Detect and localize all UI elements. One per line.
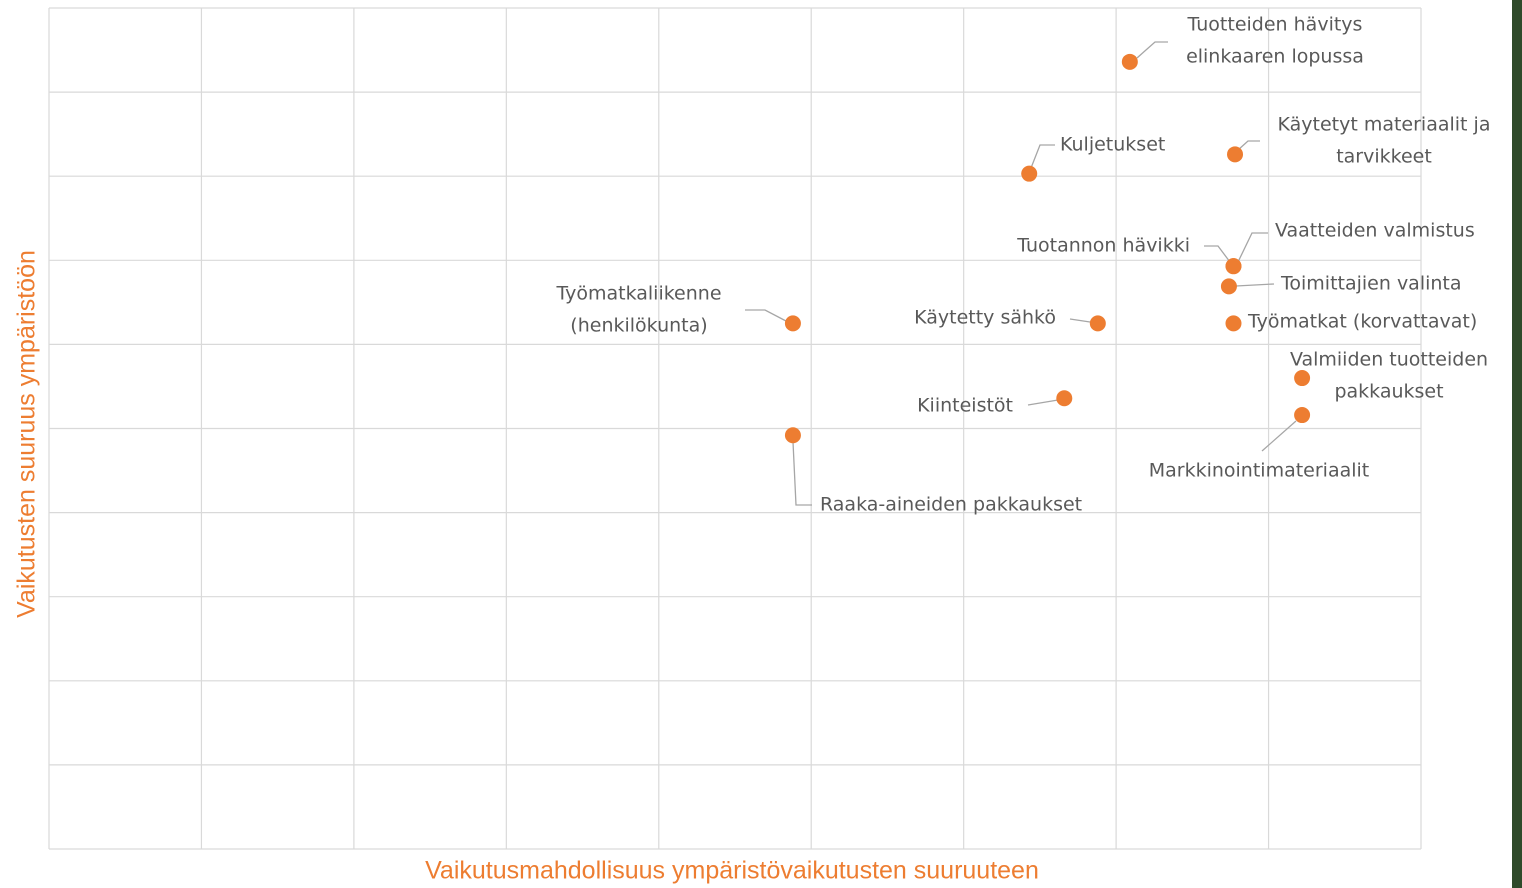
- leader-line: [792, 441, 812, 506]
- point: [1225, 315, 1242, 332]
- point-label: Käytetty sähkö: [914, 307, 1056, 329]
- point-label: Valmiiden tuotteiden: [1290, 349, 1488, 371]
- point-label: Työmatkaliikenne: [555, 283, 721, 305]
- point: [1294, 370, 1311, 387]
- point-label: Toimittajien valinta: [1280, 273, 1462, 295]
- leader-line: [1261, 420, 1297, 452]
- point: [1089, 315, 1106, 332]
- point: [1056, 390, 1073, 407]
- leader-line: [1027, 399, 1059, 406]
- leader-line: [1237, 140, 1260, 151]
- point-label: Käytetyt materiaalit ja: [1278, 114, 1491, 136]
- point-label: Vaatteiden valmistus: [1275, 220, 1475, 242]
- point: [1021, 165, 1038, 182]
- background-strip: [1512, 0, 1522, 888]
- point-label: Tuotannon hävikki: [1016, 235, 1190, 257]
- point: [1225, 258, 1242, 275]
- point: [784, 427, 801, 444]
- point: [1227, 146, 1244, 163]
- point-label: Työmatkat (korvattavat): [1247, 311, 1477, 333]
- point-label: elinkaaren lopussa: [1186, 46, 1364, 68]
- leader-line: [1237, 232, 1268, 263]
- leader-line: [1204, 245, 1231, 263]
- leader-line: [1030, 144, 1055, 169]
- point-label: Tuotteiden hävitys: [1187, 14, 1363, 36]
- point: [784, 315, 801, 332]
- point-label: pakkaukset: [1334, 381, 1443, 403]
- leader-line: [1136, 41, 1168, 59]
- y-axis-title: Vaikutusten suuruus ympäristöön: [13, 250, 41, 618]
- point-label: Raaka-aineiden pakkaukset: [820, 494, 1082, 516]
- point-label: Markkinointimateriaalit: [1149, 460, 1370, 482]
- point-label: tarvikkeet: [1336, 146, 1432, 168]
- leader-line: [1069, 318, 1091, 323]
- point-label: Kiinteistöt: [917, 395, 1013, 417]
- point: [1220, 278, 1237, 295]
- leader-line: [745, 309, 787, 322]
- point-label: Kuljetukset: [1060, 134, 1165, 156]
- point: [1121, 53, 1138, 70]
- x-axis-title: Vaikutusmahdollisuus ympäristövaikutuste…: [425, 857, 1039, 885]
- point-label: (henkilökunta): [570, 315, 707, 337]
- point: [1294, 407, 1311, 424]
- leader-line: [1235, 283, 1275, 287]
